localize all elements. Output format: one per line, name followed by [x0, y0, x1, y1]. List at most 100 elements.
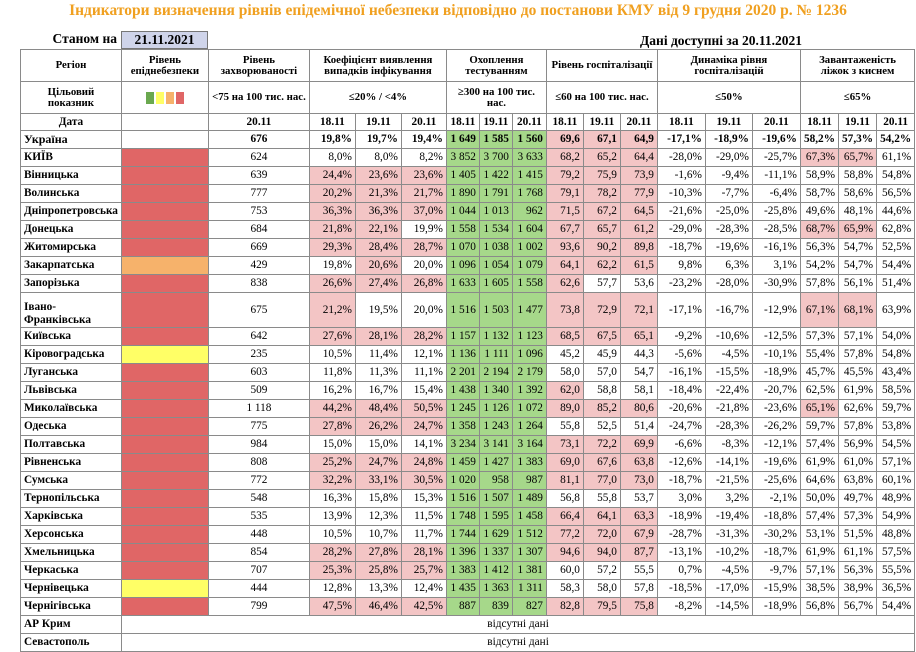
- level-legend: [120, 81, 209, 114]
- danger-level-cell: [120, 579, 209, 598]
- testing-value: 1 422: [478, 166, 513, 185]
- testing-value: 3 141: [478, 435, 513, 454]
- hosp-dyn-value: -18,9%: [751, 597, 801, 616]
- oxygen-value: 58,9%: [799, 166, 840, 185]
- page-title: Індикатори визначення рівнів епідемічної…: [69, 2, 847, 19]
- region-name: Черкаська: [20, 561, 122, 580]
- header-hosp-dynamics: Динаміка рівня госпіталізацій: [656, 49, 801, 82]
- testing-target: ≥300 на 100 тис. нас.: [445, 81, 547, 114]
- header-date: 20.11: [511, 113, 547, 131]
- oxygen-value: 54,9%: [876, 507, 916, 526]
- hosp-value: 58,1: [619, 381, 658, 400]
- danger-level-cell: [120, 166, 209, 185]
- testing-value: 3 852: [445, 148, 480, 167]
- hosp-dyn-value: -23,6%: [751, 399, 801, 418]
- detection-value: 12,8%: [308, 579, 356, 598]
- hosp-dyn-value: -10,3%: [656, 184, 706, 203]
- hosp-value: 68,5: [545, 327, 584, 346]
- detection-value: 26,2%: [354, 417, 402, 436]
- testing-value: 1 585: [478, 130, 513, 149]
- testing-value: 3 700: [478, 148, 513, 167]
- hosp-value: 89,8: [619, 238, 658, 257]
- hosp-dyn-value: -16,1%: [751, 238, 801, 257]
- hosp-value: 78,2: [582, 184, 621, 203]
- hosp-value: 64,1: [545, 256, 584, 275]
- testing-value: 1 072: [511, 399, 547, 418]
- testing-value: 1 340: [478, 381, 513, 400]
- oxygen-value: 48,1%: [838, 202, 878, 221]
- detection-value: 16,3%: [308, 489, 356, 508]
- testing-value: 1 381: [511, 561, 547, 580]
- region-name: Херсонська: [20, 525, 122, 544]
- hosp-dyn-value: 3,1%: [751, 256, 801, 275]
- hosp-dyn-value: -30,2%: [751, 525, 801, 544]
- region-name: Волинська: [20, 184, 122, 203]
- detection-value: 50,5%: [400, 399, 447, 418]
- danger-level-cell: [120, 453, 209, 472]
- danger-level-cell: [120, 525, 209, 544]
- hosp-dyn-value: -18,7%: [656, 238, 706, 257]
- hosp-value: 73,0: [619, 471, 658, 490]
- detection-value: 16,2%: [308, 381, 356, 400]
- region-name: Закарпатська: [20, 256, 122, 275]
- hosp-dyn-value: -4,5%: [704, 345, 753, 364]
- table-row: Чернівецька 444 12,8% 13,3% 12,4% 1 435 1 363 1…: [20, 579, 916, 598]
- testing-value: 1 096: [511, 345, 547, 364]
- hosp-value: 64,4: [619, 148, 658, 167]
- detection-value: 47,5%: [308, 597, 356, 616]
- hosp-value: 62,0: [545, 381, 584, 400]
- hosp-dyn-value: -19,6%: [751, 453, 801, 472]
- detection-value: 44,2%: [308, 399, 356, 418]
- region-name: Київська: [20, 327, 122, 346]
- header-date: 18.11: [545, 113, 584, 131]
- detection-value: 27,8%: [308, 417, 356, 436]
- oxygen-value: 65,9%: [838, 220, 878, 239]
- testing-value: 1 383: [445, 561, 480, 580]
- danger-level-cell: [120, 327, 209, 346]
- oxygen-value: 55,4%: [799, 345, 840, 364]
- detection-value: 27,4%: [354, 274, 402, 293]
- hosp-dyn-value: -7,7%: [704, 184, 753, 203]
- header-date: 18.11: [656, 113, 706, 131]
- hosp-value: 75,8: [619, 597, 658, 616]
- oxygen-value: 57,4%: [799, 507, 840, 526]
- hosp-dyn-value: -28,5%: [751, 220, 801, 239]
- detection-value: 25,2%: [308, 453, 356, 472]
- detection-value: 15,0%: [308, 435, 356, 454]
- hosp-value: 77,9: [619, 184, 658, 203]
- hosp-dyn-value: -16,7%: [704, 292, 753, 328]
- oxygen-value: 61,9%: [799, 543, 840, 562]
- region-name: Україна: [20, 130, 122, 149]
- oxygen-value: 56,5%: [876, 184, 916, 203]
- hosp-value: 73,8: [545, 292, 584, 328]
- oxygen-value: 38,9%: [838, 579, 878, 598]
- header-date: 19.11: [838, 113, 878, 131]
- testing-value: 2 194: [478, 363, 513, 382]
- hosp-value: 69,0: [545, 453, 584, 472]
- testing-value: 1 311: [511, 579, 547, 598]
- detection-value: 15,3%: [400, 489, 447, 508]
- detection-value: 8,0%: [354, 148, 402, 167]
- oxygen-value: 56,3%: [838, 561, 878, 580]
- hosp-value: 68,2: [545, 148, 584, 167]
- hosp-value: 81,1: [545, 471, 584, 490]
- hosp-value: 62,6: [545, 274, 584, 293]
- testing-value: 1 157: [445, 327, 480, 346]
- danger-level-cell: [120, 399, 209, 418]
- oxygen-value: 58,2%: [799, 130, 840, 149]
- hosp-value: 90,2: [582, 238, 621, 257]
- detection-value: 28,4%: [354, 238, 402, 257]
- danger-level-cell: [120, 471, 209, 490]
- incidence-value: 448: [207, 525, 310, 544]
- region-name: Полтавська: [20, 435, 122, 454]
- table-row: Полтавська 984 15,0% 15,0% 14,1% 3 234 3 141 3 …: [20, 435, 916, 454]
- oxygen-value: 63,8%: [838, 471, 878, 490]
- hosp-value: 45,9: [582, 345, 621, 364]
- oxygen-value: 61,9%: [838, 381, 878, 400]
- table-row: Рівненська 808 25,2% 24,7% 24,8% 1 459 1 427 1 …: [20, 453, 916, 472]
- detection-value: 27,6%: [308, 327, 356, 346]
- testing-value: 1 054: [478, 256, 513, 275]
- hosp-value: 75,9: [582, 166, 621, 185]
- testing-value: 1 604: [511, 220, 547, 239]
- detection-value: 24,8%: [400, 453, 447, 472]
